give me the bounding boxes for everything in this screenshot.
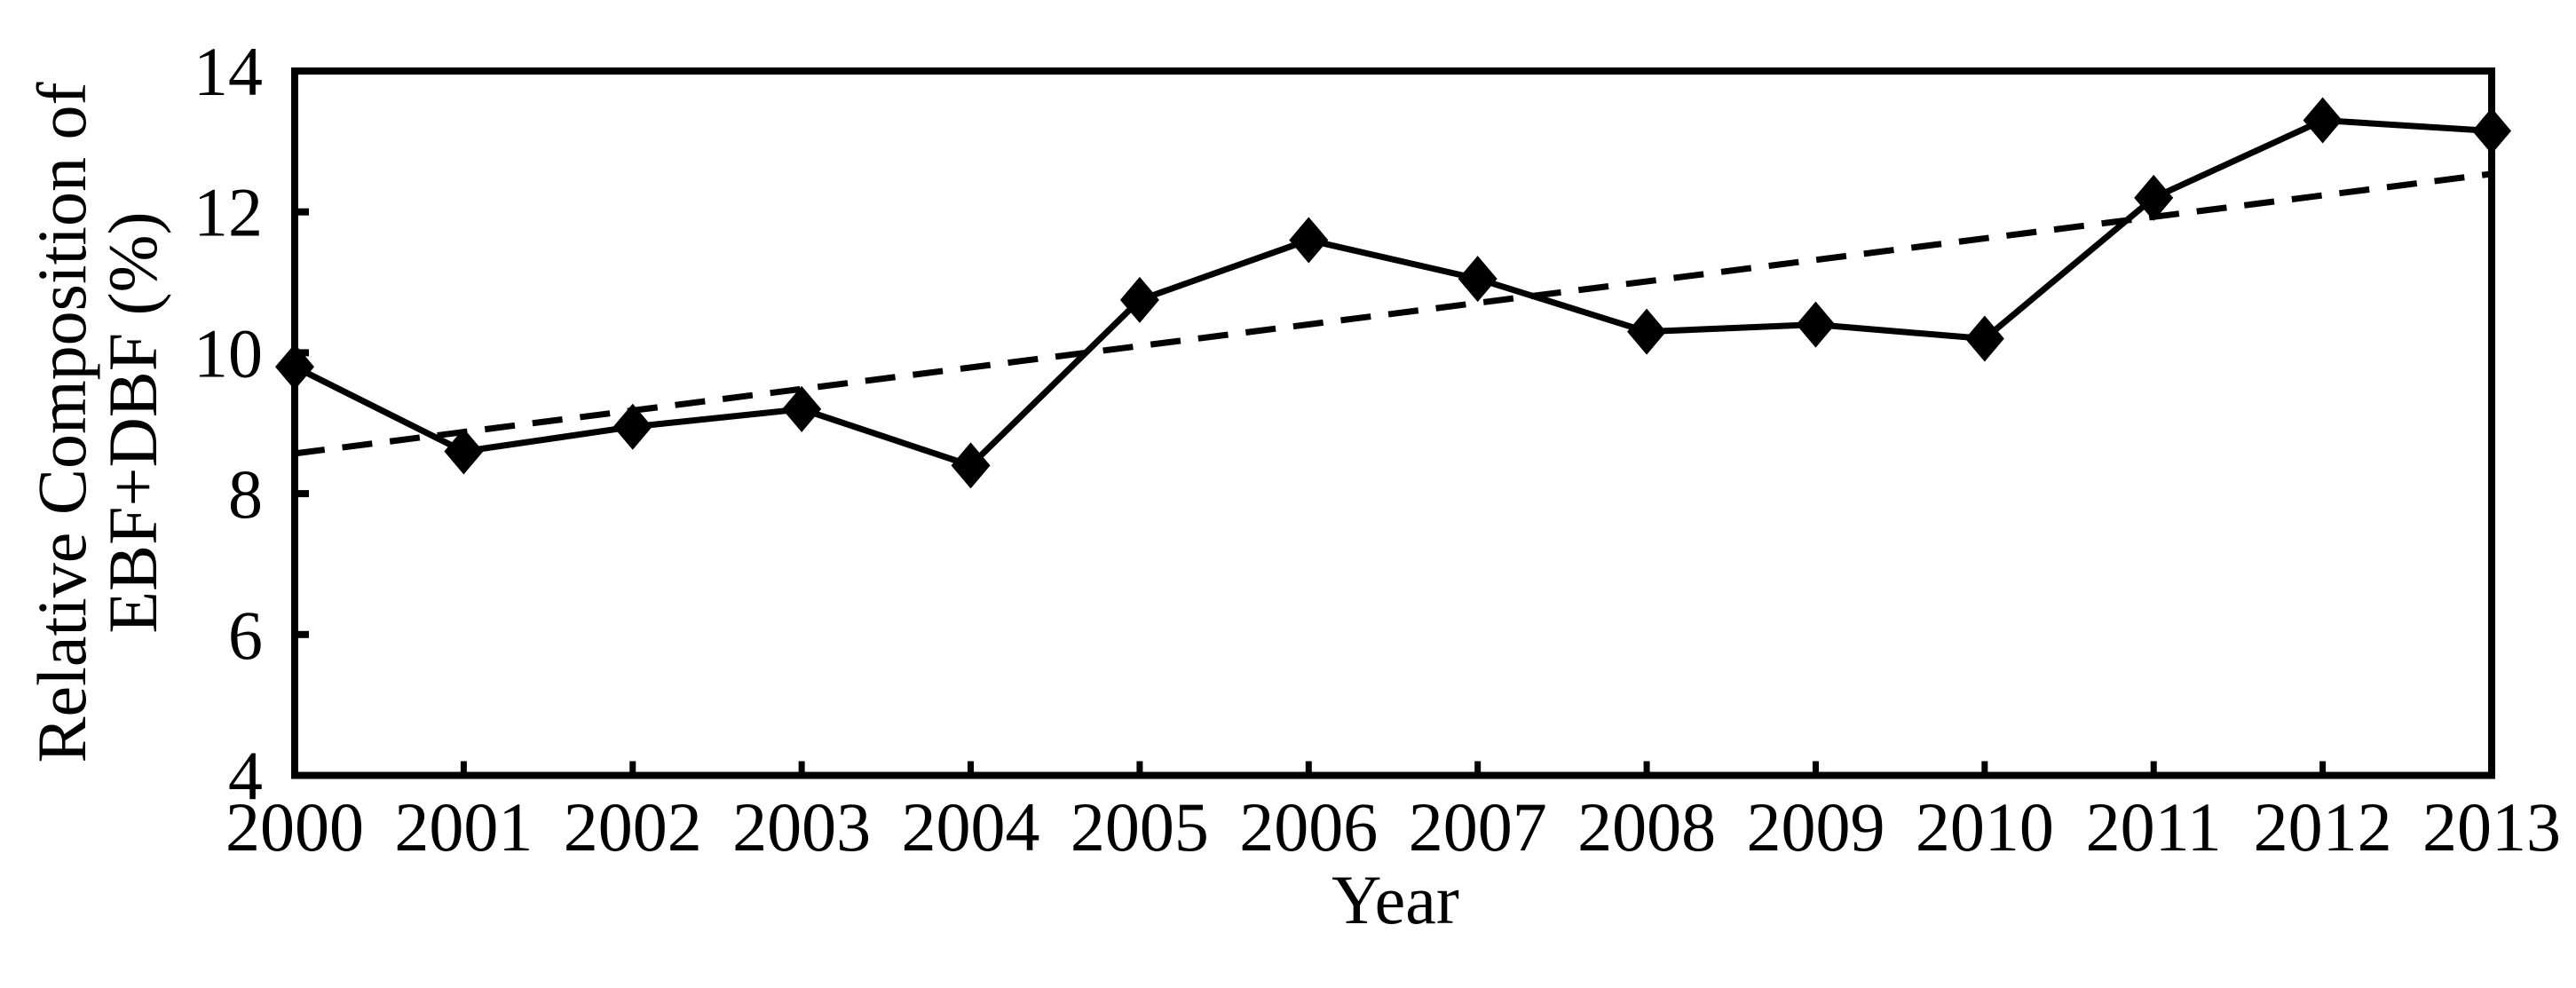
x-tick-label-2010: 2010 <box>1916 788 2054 865</box>
data-point-marker-2001 <box>444 428 484 475</box>
data-point-marker-2013 <box>2472 107 2511 154</box>
x-tick-label-2007: 2007 <box>1409 788 1547 865</box>
x-axis-ticks <box>460 761 2327 776</box>
x-axis-title: Year <box>1331 861 1459 938</box>
x-tick-label-2001: 2001 <box>394 788 533 865</box>
series-line <box>293 116 2493 470</box>
data-point-marker-2009 <box>1796 301 1836 348</box>
plot-frame-group <box>291 67 2495 779</box>
data-point-marker-2007 <box>1458 256 1497 303</box>
y-axis-tick-labels: 4 6 8 10 12 14 <box>194 33 263 815</box>
data-point-marker-2006 <box>1289 217 1329 264</box>
plot-border <box>291 67 2495 779</box>
x-tick-label-2012: 2012 <box>2254 788 2392 865</box>
data-point-marker-2000 <box>275 344 314 391</box>
x-tick-label-2000: 2000 <box>225 788 364 865</box>
x-tick-label-2009: 2009 <box>1746 788 1885 865</box>
trendline-dashed <box>294 170 2493 457</box>
x-axis-tick-labels: 2000 2001 2002 2003 2004 2005 2006 2007 2008 2009… <box>225 788 2561 865</box>
y-axis-title-line2: EBF+DBF (%) <box>94 211 171 633</box>
x-tick-label-2005: 2005 <box>1071 788 1209 865</box>
x-tick-label-2011: 2011 <box>2086 788 2222 865</box>
x-tick-label-2008: 2008 <box>1577 788 1716 865</box>
data-point-marker-2011 <box>2134 174 2174 221</box>
y-tick-label-8: 8 <box>228 455 263 533</box>
x-tick-label-2006: 2006 <box>1239 788 1378 865</box>
y-tick-label-14: 14 <box>194 33 263 110</box>
x-tick-label-2002: 2002 <box>564 788 702 865</box>
series-line-group <box>293 116 2493 470</box>
y-axis-title-line1: Relative Composition of <box>23 83 100 763</box>
x-tick-label-2013: 2013 <box>2422 788 2561 865</box>
y-tick-label-6: 6 <box>228 597 263 674</box>
y-tick-label-12: 12 <box>194 174 263 251</box>
data-point-marker-2008 <box>1627 308 1667 355</box>
x-tick-label-2004: 2004 <box>902 788 1040 865</box>
data-point-marker-2010 <box>1964 315 2004 362</box>
trendline-group <box>294 170 2493 457</box>
series-markers-group <box>275 97 2511 489</box>
data-point-marker-2002 <box>612 403 652 450</box>
y-tick-label-4: 4 <box>228 738 263 815</box>
data-point-marker-2004 <box>951 442 991 489</box>
data-point-marker-2005 <box>1119 276 1159 323</box>
x-tick-label-2003: 2003 <box>732 788 871 865</box>
y-tick-label-10: 10 <box>194 314 263 391</box>
data-point-marker-2003 <box>782 385 822 432</box>
data-point-marker-2012 <box>2303 97 2343 144</box>
